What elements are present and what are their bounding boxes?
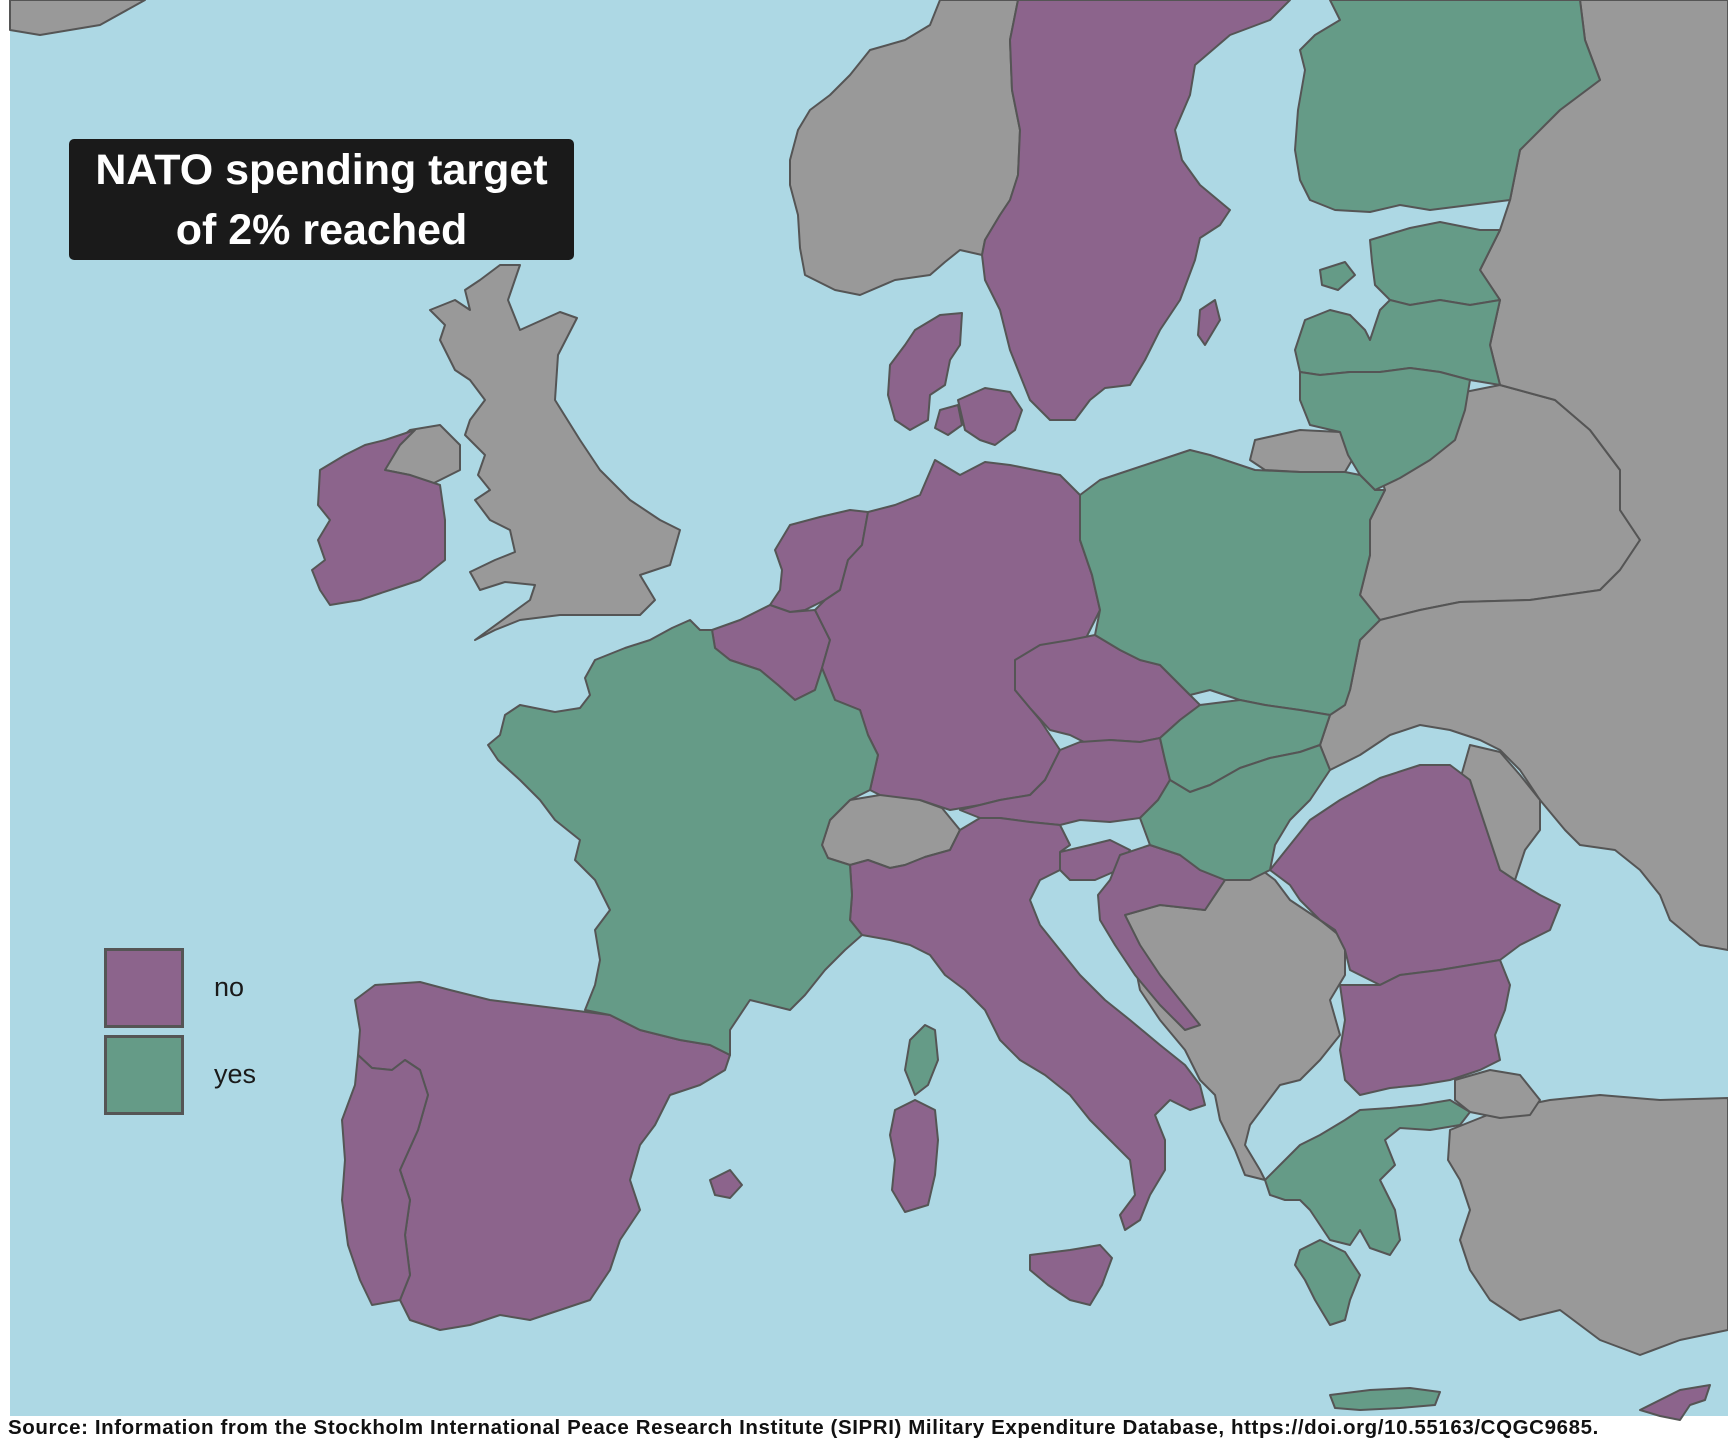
source-caption: Source: Information from the Stockholm I…	[8, 1416, 1599, 1440]
legend-label-no: no	[214, 972, 244, 1003]
map-title-line-1: NATO spending target	[95, 140, 547, 200]
map-title-line-2: of 2% reached	[176, 200, 468, 260]
legend-item-no: no	[104, 944, 256, 1031]
legend-item-yes: yes	[104, 1031, 256, 1118]
map-title-box: NATO spending target of 2% reached	[69, 139, 574, 260]
region-sardinia	[890, 1100, 938, 1212]
legend-label-yes: yes	[214, 1059, 256, 1090]
legend-swatch-no	[104, 948, 184, 1028]
legend-swatch-yes	[104, 1035, 184, 1115]
legend: no yes	[104, 944, 256, 1118]
region-estonia	[1370, 222, 1500, 305]
